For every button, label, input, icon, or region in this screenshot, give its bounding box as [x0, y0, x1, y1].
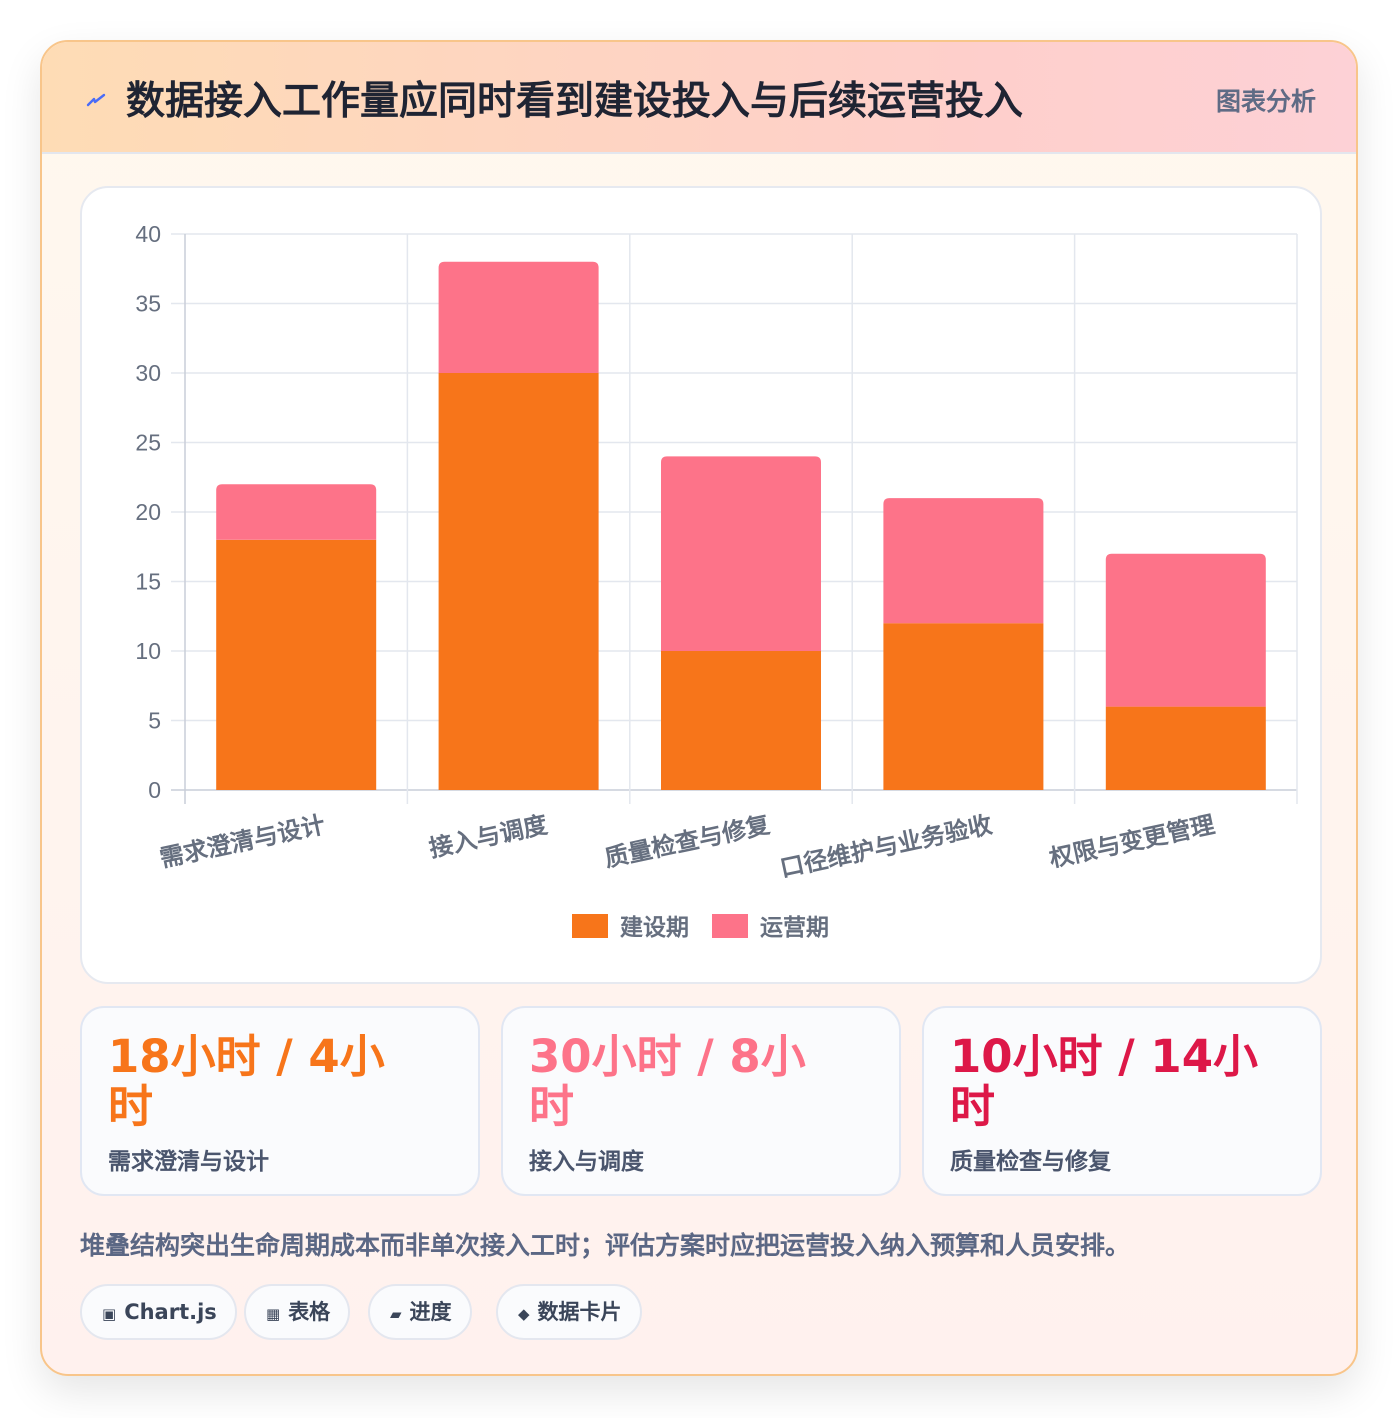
table-icon: ▦ [266, 1305, 281, 1323]
bar-segment [216, 484, 377, 540]
bar-segment [438, 373, 599, 790]
y-tick-label: 25 [135, 430, 161, 456]
header-tag: 图表分析 [1215, 87, 1316, 116]
x-tick-label: 口径维护与业务验收 [778, 810, 995, 882]
stat-card-2: 30小时 / 8小时 接入与调度 [501, 1006, 901, 1196]
stat-value: 10小时 / 14小时 [950, 1030, 1259, 1133]
chip-label: 进度 [409, 1300, 452, 1324]
bar-segment [883, 623, 1044, 790]
stat-label: 质量检查与修复 [950, 1149, 1111, 1175]
bar-segment [438, 261, 599, 373]
stat-label: 需求澄清与设计 [108, 1149, 269, 1175]
diamond-icon: ◆ [518, 1305, 530, 1323]
chip-table[interactable]: ▦ 表格 [244, 1284, 351, 1340]
y-tick-label: 20 [135, 499, 161, 525]
chart-note: 堆叠结构突出生命周期成本而非单次接入工时；评估方案时应把运营投入纳入预算和人员安… [80, 1231, 1131, 1260]
y-tick-label: 15 [135, 569, 161, 595]
stat-value: 18小时 / 4小时 [108, 1030, 385, 1133]
x-tick-label: 权限与变更管理 [1046, 810, 1217, 873]
progress-icon: ▰ [390, 1305, 402, 1323]
y-tick-label: 10 [135, 638, 161, 664]
stacked-bar-chart: 0 5 10 15 20 25 30 35 40 需求澄清与设计 接入与调度 质量检查与修复 口径维护与… [135, 221, 1298, 941]
card-header: 数据接入工作量应同时看到建设投入与后续运营投入 图表分析 [42, 42, 1356, 154]
chart-card: 数据接入工作量应同时看到建设投入与后续运营投入 图表分析 0 5 10 15 20 25 3… [40, 40, 1358, 1376]
chip-label: 表格 [288, 1300, 331, 1324]
y-tick-label: 40 [135, 221, 161, 247]
chip-chartjs[interactable]: ▣ Chart.js [80, 1284, 237, 1340]
chip-datacard[interactable]: ◆ 数据卡片 [496, 1284, 642, 1340]
chip-label: Chart.js [124, 1300, 217, 1324]
x-tick-label: 接入与调度 [427, 810, 551, 863]
legend-swatch [712, 914, 748, 938]
x-tick-label: 质量检查与修复 [602, 810, 773, 873]
y-tick-label: 0 [148, 777, 161, 803]
chart-icon: ▣ [102, 1305, 117, 1323]
chip-progress[interactable]: ▰ 进度 [368, 1284, 472, 1340]
legend-swatch [572, 914, 608, 938]
bar-segment [661, 651, 821, 790]
bar-segment [1105, 706, 1266, 790]
y-tick-label: 5 [148, 708, 161, 734]
y-tick-label: 30 [135, 360, 161, 386]
legend-label: 建设期 [620, 915, 689, 941]
bar-segment [883, 498, 1044, 624]
chip-label: 数据卡片 [537, 1300, 622, 1324]
bolt-icon [86, 93, 106, 107]
bar-segment [661, 456, 821, 651]
stat-label: 接入与调度 [529, 1149, 644, 1175]
legend-label: 运营期 [760, 915, 829, 941]
bar-segment [216, 539, 377, 790]
bar-segment [1105, 553, 1266, 707]
stat-card-1: 18小时 / 4小时 需求澄清与设计 [80, 1006, 480, 1196]
chart-panel: 0 5 10 15 20 25 30 35 40 需求澄清与设计 接入与调度 质量检查与修复 口径维护与… [80, 186, 1322, 984]
stat-card-3: 10小时 / 14小时 质量检查与修复 [922, 1006, 1322, 1196]
page-title: 数据接入工作量应同时看到建设投入与后续运营投入 [126, 79, 1024, 124]
x-tick-label: 需求澄清与设计 [157, 810, 327, 872]
y-tick-label: 35 [135, 291, 161, 317]
stat-value: 30小时 / 8小时 [529, 1030, 806, 1133]
